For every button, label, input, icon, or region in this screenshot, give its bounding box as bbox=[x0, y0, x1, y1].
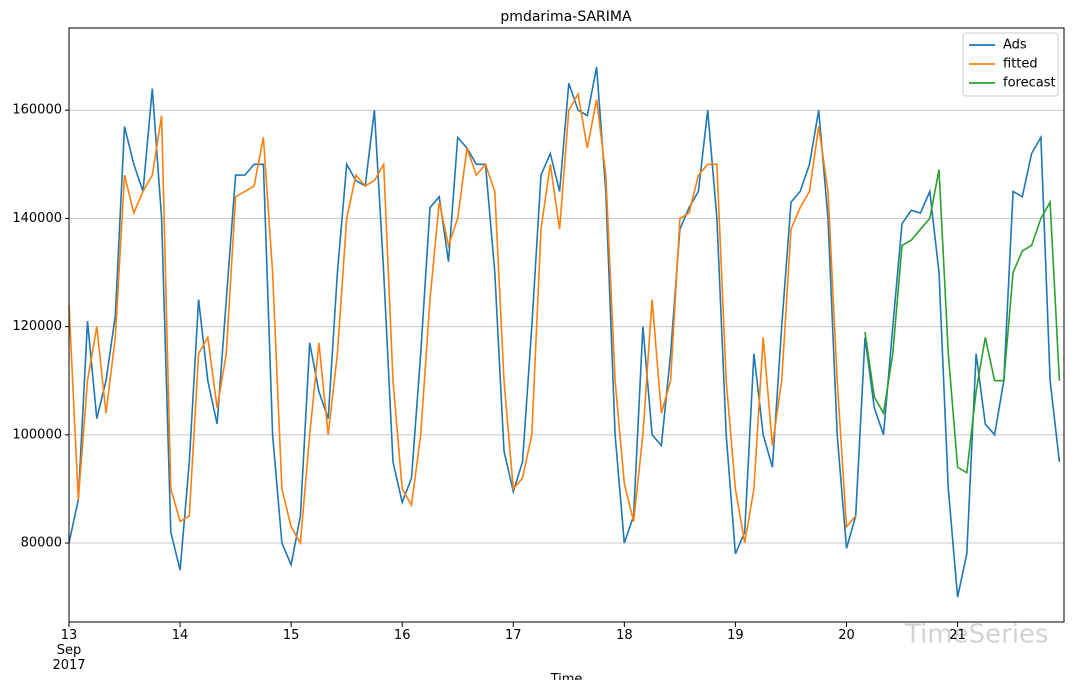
x-tick-label: 20 bbox=[838, 628, 855, 643]
y-tick-label: 140000 bbox=[12, 211, 62, 226]
y-tick-label: 160000 bbox=[12, 103, 62, 118]
y-tick-label: 80000 bbox=[21, 536, 62, 551]
x-axis-label: Time bbox=[550, 672, 583, 680]
legend-label: Ads bbox=[1003, 38, 1027, 53]
series-line bbox=[864, 169, 1061, 475]
x-tick-label: 13 Sep 2017 bbox=[52, 628, 86, 673]
legend-box bbox=[962, 32, 1059, 97]
x-tick-label: 16 bbox=[393, 628, 411, 643]
y-tick-label: 120000 bbox=[12, 319, 62, 334]
x-tick-label: 14 bbox=[171, 628, 189, 643]
watermark: TimeSeries bbox=[904, 620, 1049, 650]
legend-label: forecast bbox=[1003, 76, 1056, 91]
x-tick-label: 19 bbox=[727, 628, 744, 643]
x-tick-label: 18 bbox=[616, 628, 633, 643]
plot-frame bbox=[68, 27, 1065, 623]
x-tick-label: 21 bbox=[949, 628, 966, 643]
x-tick-label: 17 bbox=[504, 628, 522, 643]
x-tick-label: 15 bbox=[282, 628, 300, 643]
chart-title: pmdarima-SARIMA bbox=[500, 9, 632, 25]
legend-label: fitted bbox=[1003, 57, 1038, 72]
series-line bbox=[68, 66, 1061, 598]
series-line bbox=[68, 91, 857, 546]
y-tick-label: 100000 bbox=[12, 427, 62, 442]
